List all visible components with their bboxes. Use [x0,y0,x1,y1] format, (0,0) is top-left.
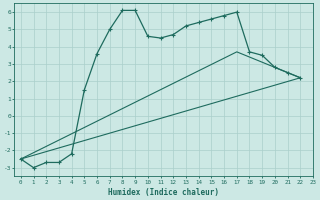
X-axis label: Humidex (Indice chaleur): Humidex (Indice chaleur) [108,188,219,197]
